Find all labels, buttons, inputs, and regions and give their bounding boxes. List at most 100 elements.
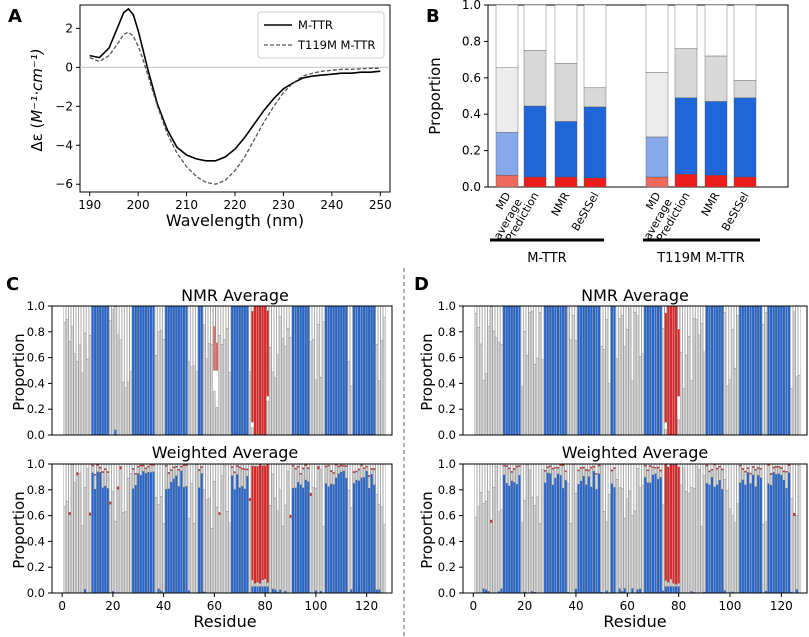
residue-bar-coil <box>513 469 516 483</box>
residue-bar-strand <box>345 305 348 436</box>
y-tick-label: −2 <box>55 99 73 113</box>
residue-bar-strand <box>185 486 188 594</box>
residue-bar-coil <box>523 500 526 593</box>
residue-bar-coil <box>304 465 307 481</box>
residue-bar-coil <box>677 419 680 436</box>
residue-bar-coil <box>289 337 292 436</box>
residue-bar-coil <box>726 490 729 594</box>
residue-bar-coil <box>127 477 130 594</box>
y-tick-label: 1.0 <box>27 457 45 471</box>
residue-bar-other <box>523 463 526 501</box>
residue-bar-strand <box>94 305 97 436</box>
residue-bar-strand <box>559 305 562 436</box>
residue-bar-strand <box>177 305 180 436</box>
residue-bar-coil <box>479 343 483 436</box>
residue-bar-coil <box>474 516 477 594</box>
residue-bar-coil <box>111 491 115 592</box>
bar-segment-helix <box>704 174 728 188</box>
residue-bar-other <box>551 463 554 469</box>
legend-box <box>257 11 385 59</box>
bar-segment-helix <box>733 176 757 188</box>
residue-bar-other <box>350 463 353 508</box>
residue-bar-other <box>63 305 66 323</box>
residue-bar-coil <box>83 487 87 590</box>
residue-bar-coil <box>674 584 678 587</box>
residue-bar-coil <box>350 507 353 590</box>
residue-bar-other <box>106 463 109 472</box>
residue-bar-strand <box>337 473 340 594</box>
residue-bar-other <box>736 305 739 316</box>
residue-bar-strand <box>595 489 598 594</box>
residue-bar-other <box>380 463 383 507</box>
residue-bar-coil <box>233 472 236 490</box>
residue-bar-coil <box>628 490 631 594</box>
residue-bar-coil <box>492 487 495 594</box>
residue-bar-other <box>636 305 639 316</box>
residue-bar-other <box>526 305 529 356</box>
residue-bar-coil <box>782 471 786 481</box>
residue-bar-other <box>375 463 378 495</box>
residue-bar-strand <box>544 482 547 594</box>
residue-bar-helix <box>582 466 585 469</box>
residue-bar-coil <box>692 488 696 593</box>
residue-bar-other <box>605 463 608 523</box>
residue-bar-coil <box>231 467 234 476</box>
residue-bar-other <box>83 305 87 334</box>
residue-bar-other <box>223 305 226 340</box>
residue-bar-other <box>208 305 211 344</box>
residue-bar-coil <box>286 328 290 436</box>
residue-bar-other <box>375 305 378 345</box>
residue-bar-helix <box>561 464 565 466</box>
residue-bar-strand <box>672 586 675 594</box>
residue-bar-other <box>790 463 793 499</box>
residue-bar-strand <box>170 305 173 436</box>
residue-bar-helix <box>297 465 300 468</box>
residue-bar-other <box>177 463 180 470</box>
residue-bar-coil <box>608 383 611 436</box>
y-tick-label: 0.8 <box>27 325 45 339</box>
residue-bar-coil <box>248 371 252 436</box>
residue-bar-strand <box>654 473 657 594</box>
residue-bar-helix <box>549 465 552 468</box>
residue-bar-other <box>533 463 537 506</box>
residue-bar-strand <box>757 305 760 436</box>
residue-bar-coil <box>484 373 488 436</box>
residue-bar-coil <box>88 335 92 436</box>
residue-bar-strand <box>577 305 580 436</box>
residue-bar-strand <box>502 474 506 594</box>
residue-bar-coil <box>362 468 366 478</box>
residue-bar-coil <box>266 582 269 587</box>
residue-bar-other <box>482 463 485 504</box>
residue-bar-coil <box>687 493 691 594</box>
residue-bar-coil <box>121 382 125 436</box>
residue-bar-other <box>728 463 732 509</box>
residue-bar-coil <box>787 465 791 473</box>
residue-bar-coil <box>360 465 363 478</box>
bar-segment-coil <box>583 87 607 108</box>
residue-bar-strand <box>324 483 328 594</box>
residue-bar-coil <box>592 467 596 472</box>
residue-bar-coil <box>685 491 688 594</box>
residue-bar-coil <box>610 470 614 484</box>
residue-bar-other <box>383 463 386 525</box>
residue-bar-coil <box>531 311 534 436</box>
residue-bar-strand <box>352 483 356 594</box>
residue-bar-coil <box>347 361 350 436</box>
residue-bar-coil <box>124 511 127 594</box>
residue-bar-strand <box>587 305 590 436</box>
residue-bar-other <box>215 463 219 508</box>
residue-bar-helix <box>134 473 137 475</box>
residue-bar-coil <box>345 466 348 479</box>
residue-bar-other <box>636 463 639 469</box>
residue-bar-helix <box>238 466 241 469</box>
residue-bar-strand <box>718 480 721 594</box>
residue-bar-other <box>167 463 170 473</box>
residue-bar-other <box>533 305 537 365</box>
residue-bar-other <box>352 463 356 472</box>
residue-bar-coil <box>600 345 603 436</box>
residue-bar-coil <box>76 474 79 594</box>
residue-bar-strand <box>585 484 588 594</box>
residue-bar-other <box>785 463 788 472</box>
residue-bar-other <box>495 305 498 338</box>
residue-bar-coil <box>111 309 115 436</box>
